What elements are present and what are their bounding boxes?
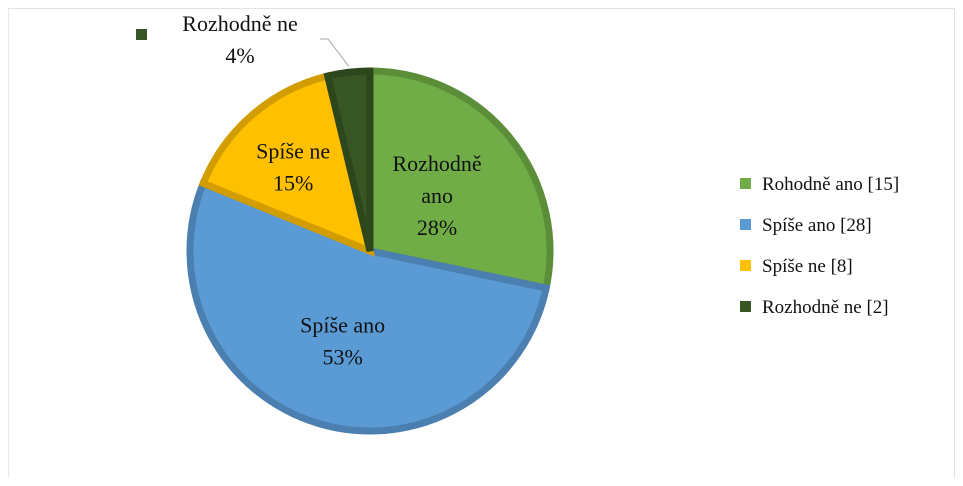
slice-label-2: Spíše ne 15% xyxy=(256,138,330,195)
pie-slice-3 xyxy=(323,67,374,252)
legend-label-0: Rohodně ano [15] xyxy=(762,174,899,195)
legend-label-3: Rozhodně ne [2] xyxy=(762,297,889,318)
slice-label-3: Rozhodně ne 4% xyxy=(182,11,297,68)
legend-swatch-1 xyxy=(740,219,751,230)
legend-swatch-0 xyxy=(740,178,751,189)
legend-swatch-3 xyxy=(740,301,751,312)
legend-label-2: Spíše ne [8] xyxy=(762,256,853,277)
pie-slice-1 xyxy=(186,178,551,435)
slice-label-0: Rozhodně ano 28% xyxy=(392,151,481,240)
leader-line xyxy=(320,38,350,67)
slice-label-1: Spíše ano 53% xyxy=(300,313,385,370)
pie-slice-0 xyxy=(366,67,554,293)
outside-label-swatch xyxy=(136,29,147,40)
legend-swatch-2 xyxy=(740,260,751,271)
pie-slice-2 xyxy=(198,71,376,257)
legend-label-1: Spíše ano [28] xyxy=(762,215,872,236)
